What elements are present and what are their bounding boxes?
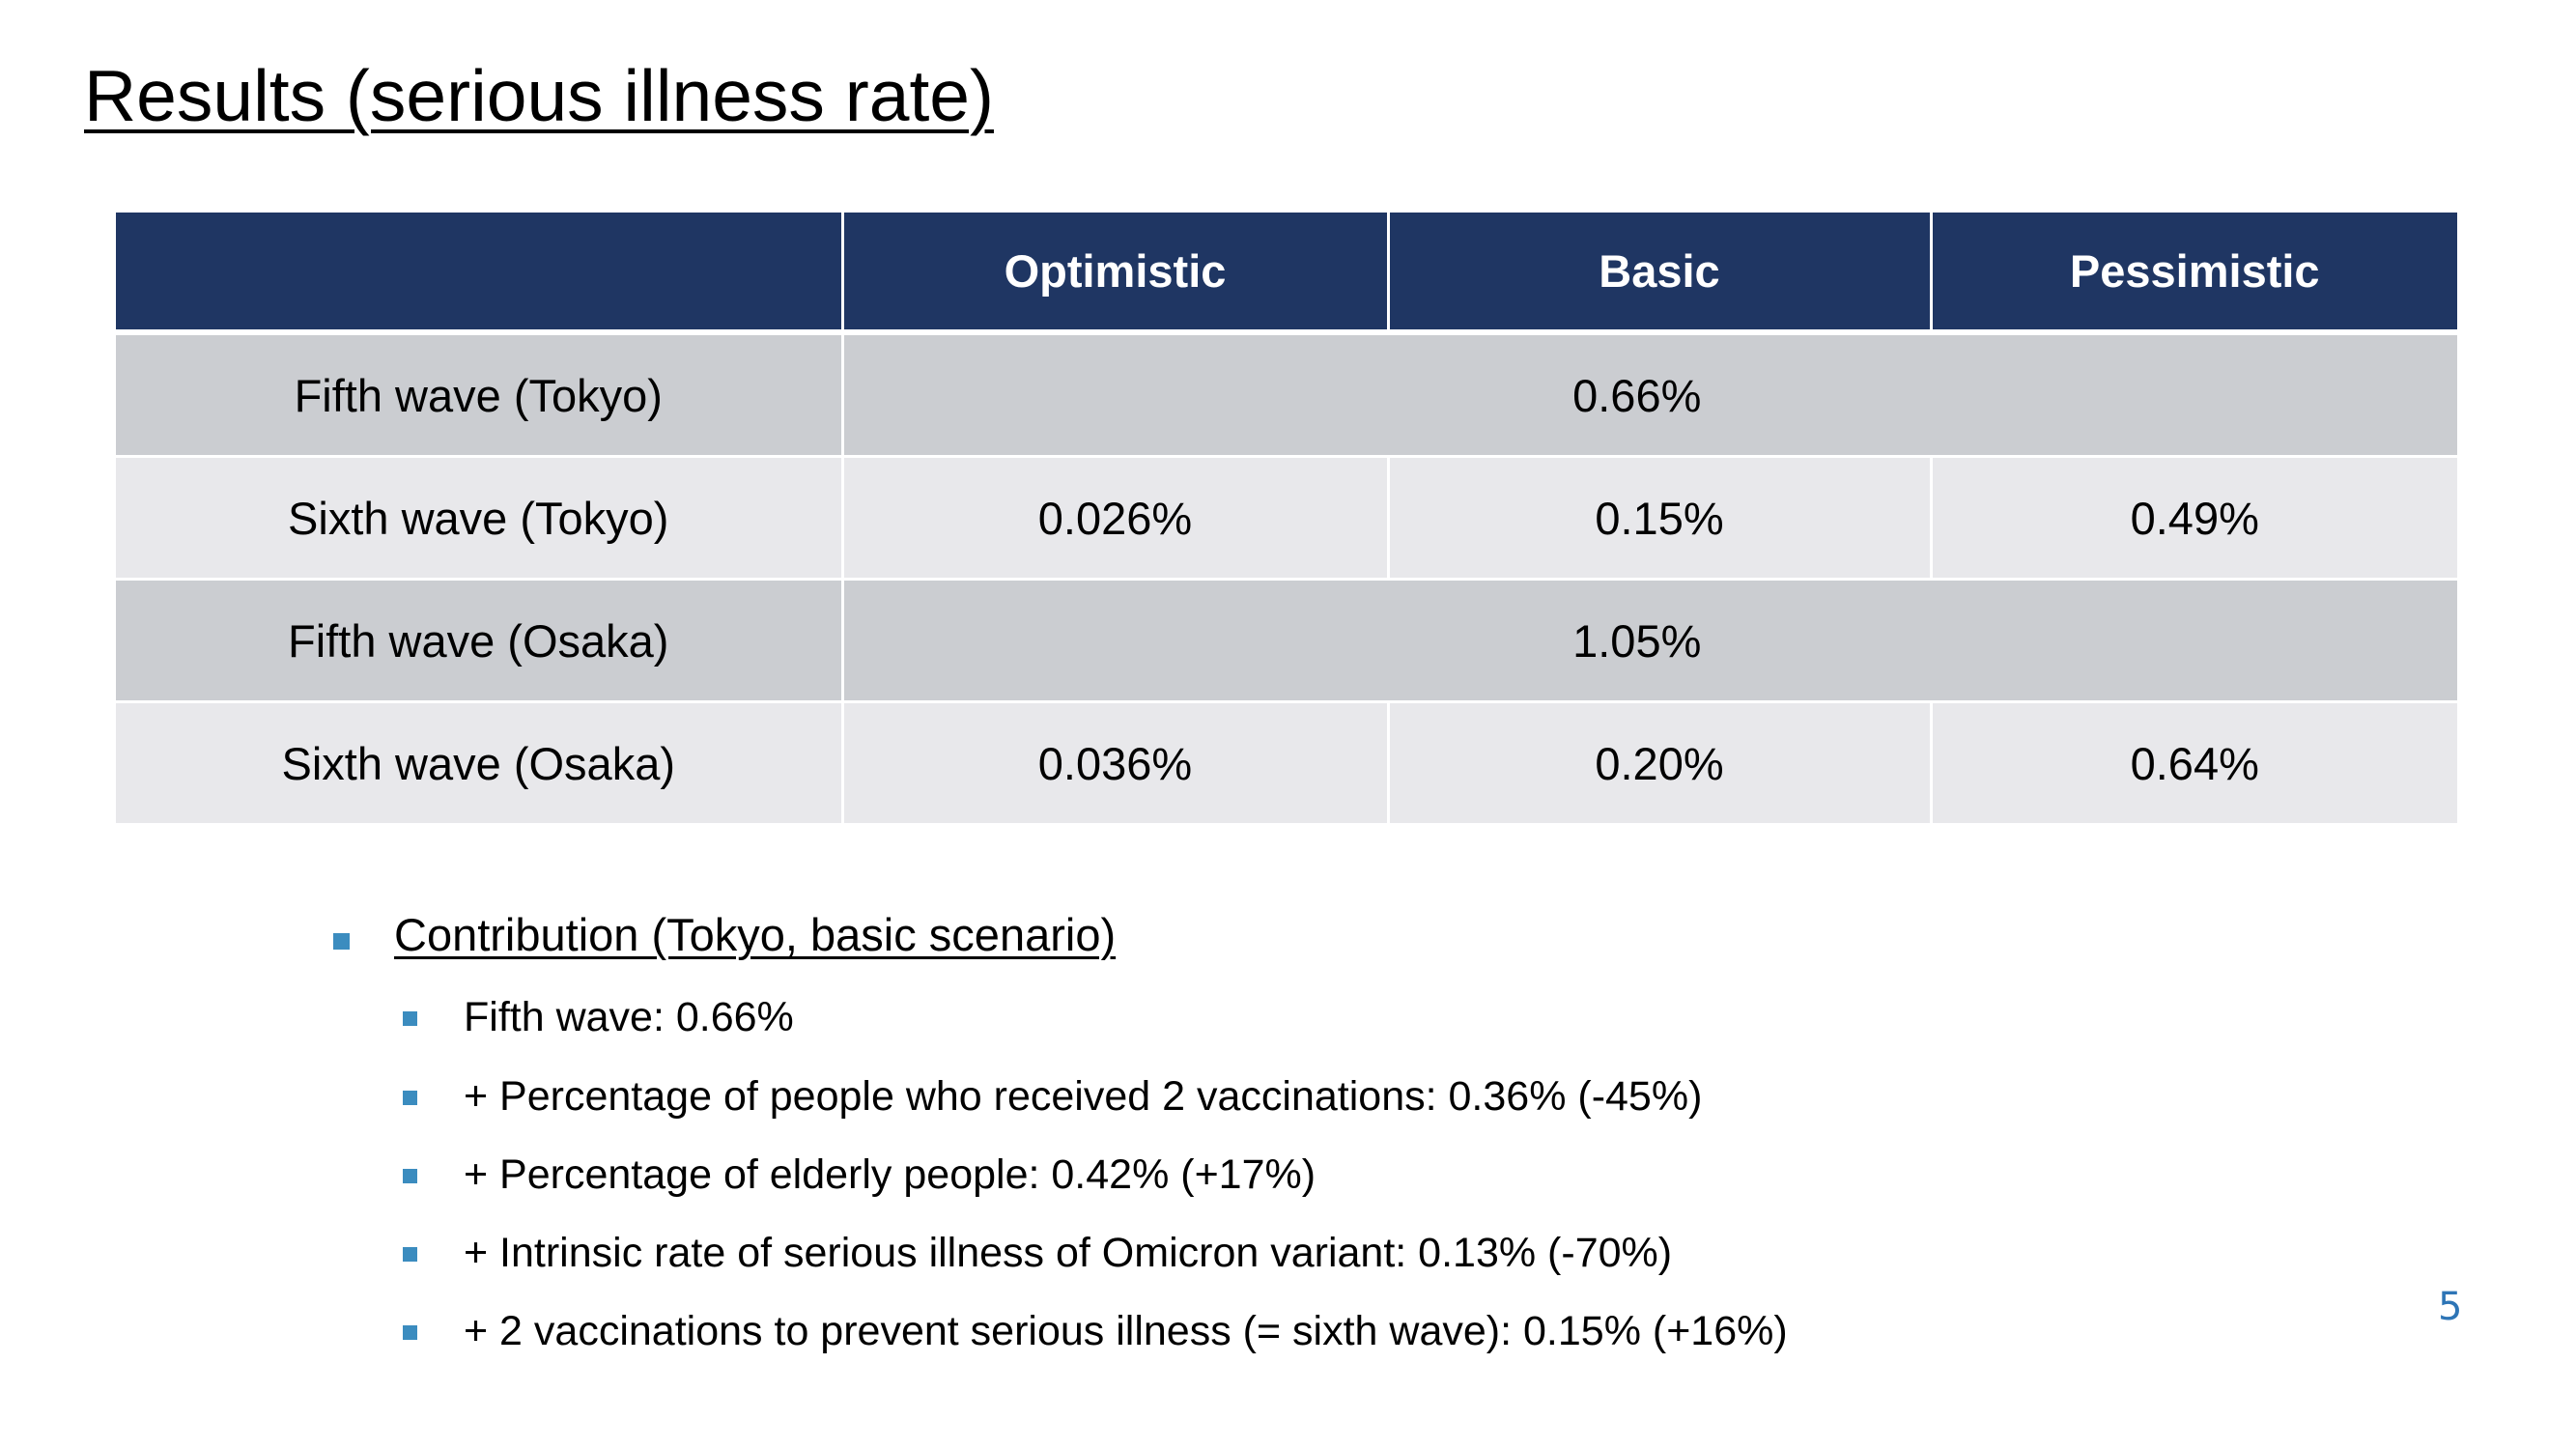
- row-label: Fifth wave (Tokyo): [116, 332, 844, 458]
- table-row: Sixth wave (Osaka) 0.036% 0.20% 0.64%: [116, 701, 2457, 826]
- merged-value: 1.05%: [1572, 614, 1702, 667]
- square-bullet-icon: [403, 1325, 417, 1340]
- table-row: Sixth wave (Tokyo) 0.026% 0.15% 0.49%: [116, 456, 2457, 581]
- merged-value: 0.66%: [1572, 369, 1702, 421]
- table-row: Fifth wave (Tokyo) 0.66%: [116, 332, 2457, 458]
- square-bullet-icon: [403, 1169, 417, 1183]
- optimistic-value: 0.026%: [842, 456, 1390, 581]
- square-bullet-icon: [333, 933, 350, 950]
- header-cell-optimistic: Optimistic: [842, 213, 1390, 335]
- page-number: 5: [2438, 1285, 2463, 1329]
- pessimistic-value: 0.49%: [1931, 456, 2457, 581]
- header-cell-basic: Basic: [1388, 213, 1933, 335]
- list-item-text: + Percentage of people who received 2 va…: [464, 1073, 1703, 1120]
- merged-value-cell: 0.66%: [842, 332, 2457, 458]
- header-cell-empty: [116, 213, 844, 335]
- page-title: Results (serious illness rate): [84, 55, 994, 136]
- list-item-text: + Intrinsic rate of serious illness of O…: [464, 1230, 1673, 1276]
- square-bullet-icon: [403, 1011, 417, 1026]
- basic-value: 0.20%: [1388, 701, 1933, 826]
- pessimistic-value: 0.64%: [1931, 701, 2457, 826]
- results-table: Optimistic Basic Pessimistic Fifth wave …: [116, 213, 2457, 826]
- list-item-text: + 2 vaccinations to prevent serious illn…: [464, 1308, 1788, 1354]
- list-item-text: Fifth wave: 0.66%: [464, 994, 794, 1040]
- header-cell-pessimistic: Pessimistic: [1931, 213, 2457, 335]
- square-bullet-icon: [403, 1091, 417, 1105]
- table-header-row: Optimistic Basic Pessimistic: [116, 213, 2457, 335]
- basic-value: 0.15%: [1388, 456, 1933, 581]
- row-label: Sixth wave (Tokyo): [116, 456, 844, 581]
- contribution-heading: Contribution (Tokyo, basic scenario): [394, 909, 1117, 960]
- list-item-text: + Percentage of elderly people: 0.42% (+…: [464, 1151, 1316, 1198]
- row-label: Fifth wave (Osaka): [116, 579, 844, 703]
- optimistic-value: 0.036%: [842, 701, 1390, 826]
- square-bullet-icon: [403, 1247, 417, 1262]
- table-row: Fifth wave (Osaka) 1.05%: [116, 579, 2457, 703]
- merged-value-cell: 1.05%: [842, 579, 2457, 703]
- row-label: Sixth wave (Osaka): [116, 701, 844, 826]
